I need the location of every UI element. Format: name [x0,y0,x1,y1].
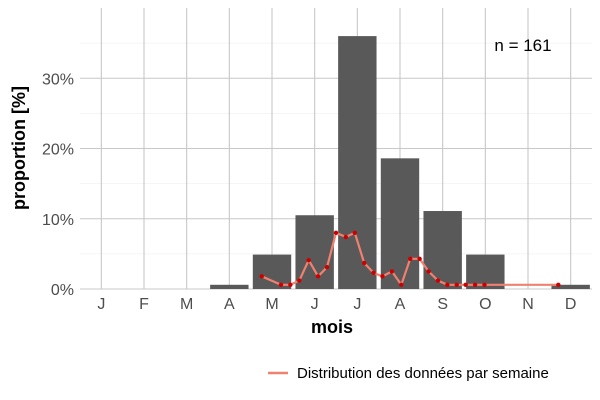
weekly-point [454,282,459,287]
y-tick-label: 30% [42,71,74,88]
x-tick-label: J [97,296,105,313]
weekly-point [306,257,311,263]
legend-label: Distribution des données par semaine [297,365,549,382]
weekly-point [408,256,413,261]
y-tick-label: 20% [42,142,74,159]
x-tick-label: N [522,296,534,313]
x-tick-label: A [224,296,235,313]
x-tick-label: M [180,296,193,313]
weekly-point [288,282,293,287]
x-axis-title: mois [311,317,353,337]
weekly-point [399,282,404,287]
x-tick-label: S [437,296,448,313]
x-tick-label: J [311,296,319,313]
weekly-point [324,265,330,270]
weekly-point [463,282,468,287]
y-tick-label: 0% [51,282,74,299]
y-axis-title: proportion [%] [9,86,29,210]
weekly-point [343,234,349,240]
bar-8 [380,158,420,289]
x-tick-label: M [265,296,278,313]
legend: Distribution des données par semaine [268,365,549,382]
weekly-point [297,278,302,283]
weekly-point [361,260,367,266]
sample-size-annotation: n = 161 [494,36,551,55]
weekly-point [417,256,422,261]
weekly-point [259,274,264,279]
bar-9 [423,211,462,289]
bar-5 [252,254,292,289]
x-tick-label: F [139,296,149,313]
y-tick-label: 10% [42,212,74,229]
weekly-point [352,230,357,235]
weekly-point [315,274,321,279]
weekly-point [380,274,385,279]
bars [210,36,590,289]
weekly-point [445,282,450,287]
weekly-point [472,282,478,287]
weekly-points [259,230,561,287]
weekly-point [435,278,441,283]
bar-12 [551,284,590,289]
bar-4 [210,284,249,289]
weekly-point [389,269,395,274]
x-tick-label: D [565,296,577,313]
weekly-point [278,282,284,287]
x-tick-label: J [353,296,361,313]
weekly-point [426,269,431,274]
x-tick-label: A [395,296,406,313]
weekly-point [556,282,561,287]
weekly-point [482,282,487,287]
weekly-point [333,230,339,235]
weekly-point [371,270,376,276]
y-tick-labels: 0% 10% 20% 30% [42,71,74,299]
bar-7 [338,36,377,289]
x-tick-label: O [479,296,491,313]
